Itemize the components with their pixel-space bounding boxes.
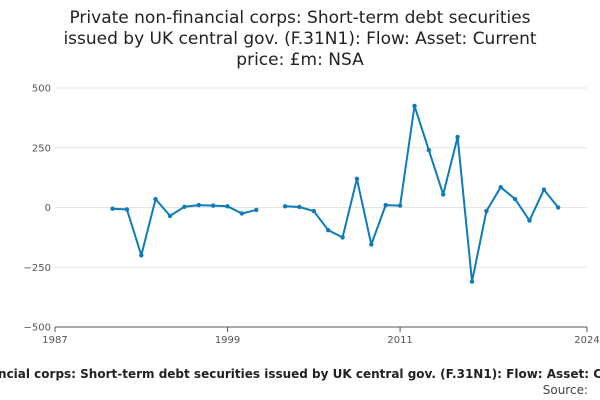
data-point (354, 176, 360, 181)
data-point (326, 228, 331, 233)
data-point (254, 207, 259, 213)
data-point (124, 207, 130, 212)
data-point (139, 253, 144, 258)
data-point (153, 196, 158, 202)
x-tick-label: 1999 (215, 335, 240, 346)
x-tick-label: 1987 (42, 335, 67, 346)
data-point (297, 204, 302, 210)
data-point (541, 187, 547, 192)
chart-title-line-2: issued by UK central gov. (F.31N1): Flow… (63, 29, 537, 49)
data-point (397, 203, 403, 208)
series-layer (110, 103, 561, 284)
series-caption-text: Private non-financial corps: Short-term … (0, 367, 600, 381)
data-point (441, 192, 446, 197)
chart-title: Private non-financial corps: Short-term … (40, 8, 560, 71)
data-point (282, 204, 288, 209)
data-point (484, 208, 489, 214)
chart-title-line-3: price: £m: NSA (236, 50, 364, 70)
y-tick-label: −500 (24, 323, 51, 334)
data-point (211, 203, 216, 208)
series-caption: Private non-financial corps: Short-term … (0, 367, 600, 383)
data-point (469, 279, 475, 284)
data-point (196, 202, 201, 208)
data-point (311, 208, 316, 214)
axis-layer (54, 326, 588, 332)
x-tick-label: 2011 (387, 335, 412, 346)
data-point (239, 211, 245, 216)
data-point (426, 147, 431, 153)
data-point (167, 213, 173, 219)
data-point (512, 196, 518, 202)
y-tick-label: −250 (24, 263, 51, 274)
data-point (182, 204, 187, 209)
data-point (556, 205, 561, 210)
data-point (225, 204, 230, 209)
x-tick-label: 2024 (574, 335, 599, 346)
data-point (110, 206, 115, 211)
chart-title-line-1: Private non-financial corps: Short-term … (69, 8, 531, 28)
data-point (369, 242, 374, 247)
y-tick-label: 500 (32, 84, 51, 95)
grid-layer (55, 87, 587, 328)
series-line (285, 104, 559, 283)
y-tick-label: 250 (32, 143, 51, 154)
data-point (498, 185, 503, 190)
data-point (383, 202, 388, 208)
data-point (455, 134, 460, 140)
data-point (340, 235, 345, 240)
data-point (412, 103, 417, 109)
source-label: Source: (542, 383, 588, 397)
data-point (527, 218, 532, 223)
y-tick-label: 0 (45, 203, 51, 214)
